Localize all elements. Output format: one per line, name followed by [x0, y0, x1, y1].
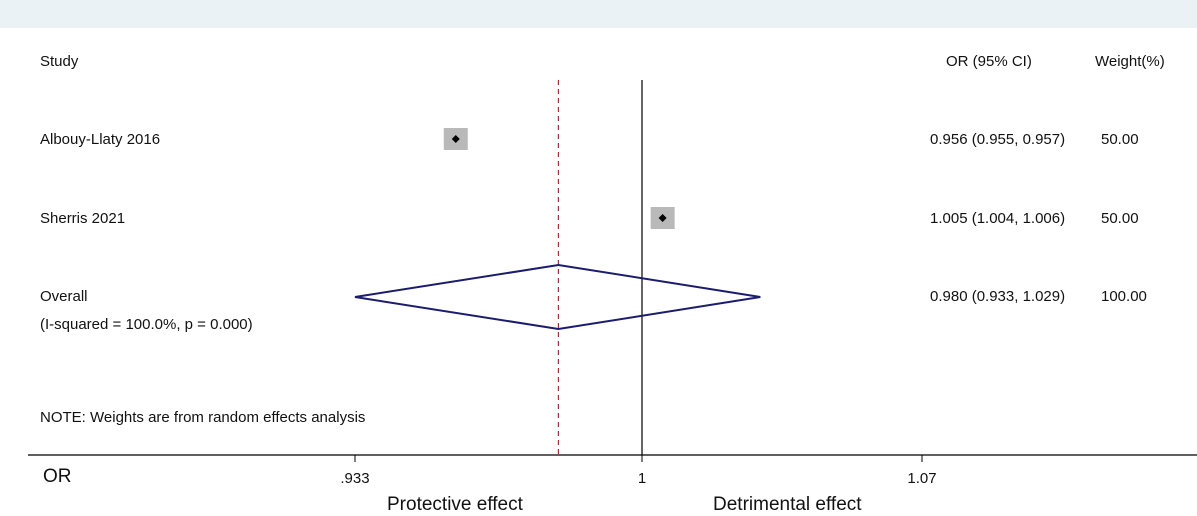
overall-ci-text: 0.980 (0.933, 1.029) — [930, 288, 1066, 305]
study-weight: 50.00 — [1101, 131, 1139, 148]
x-tick-label: 1 — [637, 470, 647, 487]
study-point-marker — [658, 214, 667, 222]
study-weight: 50.00 — [1101, 210, 1139, 227]
study-ci-text: 0.956 (0.955, 0.957) — [930, 131, 1066, 148]
study-label: Sherris 2021 — [40, 210, 126, 227]
study-label: Albouy-Llaty 2016 — [40, 131, 161, 148]
x-tick-label: .933 — [340, 470, 370, 487]
heterogeneity-text: (I-squared = 100.0%, p = 0.000) — [40, 316, 253, 333]
weights-note: NOTE: Weights are from random effects an… — [40, 409, 366, 426]
x-tick-label: 1.07 — [907, 470, 937, 487]
overall-label: Overall — [40, 288, 88, 305]
detrimental-effect-label: Detrimental effect — [713, 494, 862, 515]
overall-diamond — [354, 263, 761, 331]
top-background-band — [0, 0, 1197, 28]
x-axis-title: OR — [43, 466, 72, 487]
overall-weight: 100.00 — [1101, 288, 1147, 305]
header-weight: Weight(%) — [1095, 53, 1165, 70]
plot-region — [28, 28, 1197, 455]
study-ci-text: 1.005 (1.004, 1.006) — [930, 210, 1066, 227]
header-or-ci: OR (95% CI) — [946, 53, 1032, 70]
header-study: Study — [40, 53, 79, 70]
study-point-marker — [451, 135, 460, 143]
protective-effect-label: Protective effect — [387, 494, 523, 515]
